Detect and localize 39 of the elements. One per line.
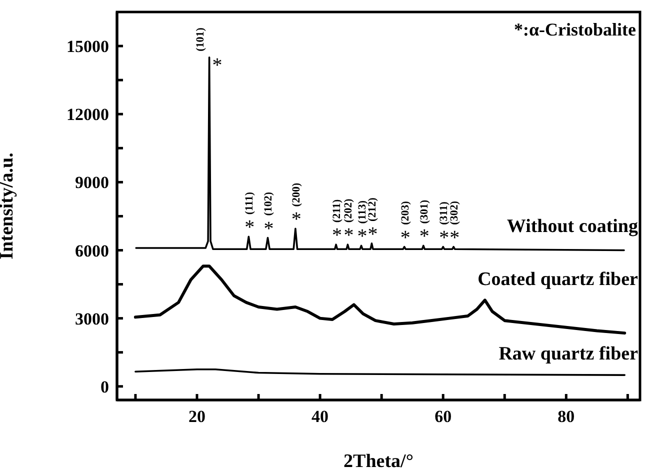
y-tick-label: 9000 bbox=[75, 173, 109, 192]
x-tick-label: 60 bbox=[434, 407, 452, 426]
annotation: (202) bbox=[342, 198, 355, 223]
annotation: * bbox=[332, 224, 342, 247]
annotation: * bbox=[244, 216, 255, 239]
annotation: *:α-Cristobalite bbox=[514, 20, 636, 40]
annotation: (113) bbox=[356, 200, 368, 224]
annotation: (302) bbox=[448, 200, 461, 225]
annotation: * bbox=[344, 224, 354, 247]
annotation: (212) bbox=[366, 197, 379, 222]
annotation: * bbox=[212, 54, 222, 76]
annotation: (311) bbox=[438, 201, 450, 225]
annotation: * bbox=[264, 218, 274, 240]
annotation: * bbox=[357, 226, 368, 248]
annotation: * bbox=[450, 226, 460, 249]
y-tick-label: 15000 bbox=[66, 37, 109, 56]
annotation: (111) bbox=[244, 192, 256, 215]
x-tick-label: 40 bbox=[312, 407, 329, 426]
x-tick-label: 80 bbox=[558, 407, 575, 426]
annotation: (301) bbox=[418, 200, 430, 224]
annotation: (102) bbox=[262, 192, 275, 216]
annotation: (203) bbox=[399, 200, 412, 225]
annotation: (211) bbox=[331, 199, 344, 223]
annotation: * bbox=[291, 208, 302, 231]
x-tick-label: 20 bbox=[188, 407, 206, 426]
x-axis-title: 2Theta/° bbox=[344, 451, 414, 471]
annotation: * bbox=[400, 226, 410, 249]
y-tick-label: 3000 bbox=[75, 309, 109, 328]
annotation: * bbox=[368, 223, 378, 246]
series-label: Raw quartz fiber bbox=[498, 343, 639, 364]
y-tick-label: 0 bbox=[100, 377, 109, 396]
y-tick-label: 12000 bbox=[66, 105, 109, 124]
annotation: (101) bbox=[194, 27, 206, 52]
annotation: * bbox=[419, 226, 430, 248]
series-label: Coated quartz fiber bbox=[478, 269, 639, 290]
y-tick-label: 6000 bbox=[75, 241, 109, 260]
series-label: Without coating bbox=[506, 216, 638, 237]
annotation: * bbox=[439, 226, 450, 249]
annotation: (200) bbox=[290, 182, 302, 207]
